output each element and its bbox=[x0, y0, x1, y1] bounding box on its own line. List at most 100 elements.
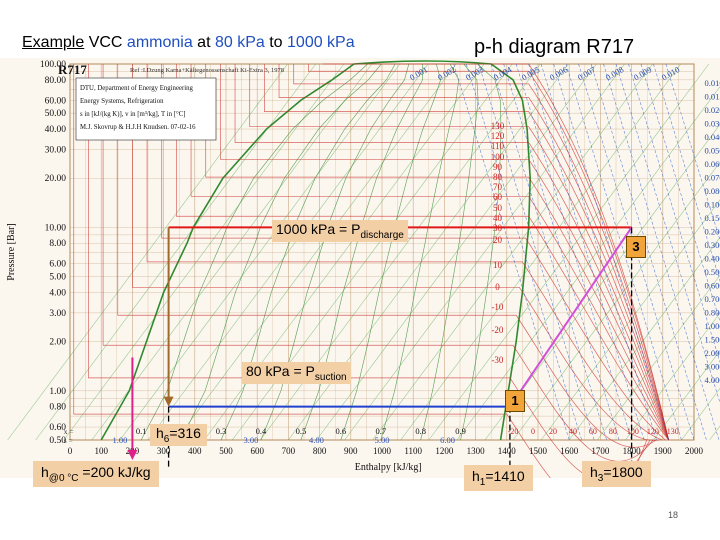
isotherm-label: 70 bbox=[493, 182, 503, 192]
y-tick-label: 20.00 bbox=[45, 174, 67, 184]
isotherm-line bbox=[293, 64, 669, 441]
right-volume-label: 0.700 bbox=[704, 294, 720, 304]
x-tick-label: 100 bbox=[94, 446, 108, 456]
quality-label: 0.5 bbox=[296, 426, 307, 436]
bottom-temp-label: 20 bbox=[549, 427, 557, 436]
entropy-line bbox=[63, 63, 344, 441]
density-line bbox=[528, 63, 645, 441]
right-volume-label: 0.040 bbox=[704, 132, 720, 142]
isotherm-label: 120 bbox=[491, 131, 505, 141]
x-tick-label: 1700 bbox=[591, 446, 610, 456]
right-volume-label: 0.300 bbox=[704, 240, 720, 250]
right-volume-label: 3.000 bbox=[704, 362, 720, 372]
title-middle-3: to bbox=[264, 34, 288, 51]
right-volume-label: 1.500 bbox=[704, 335, 720, 345]
h3-label: h3=1800 bbox=[582, 461, 651, 487]
x-tick-label: 1900 bbox=[654, 446, 673, 456]
isotherm-line bbox=[323, 63, 669, 441]
quality-label: 0.6 bbox=[336, 426, 347, 436]
x-tick-label: 300 bbox=[157, 446, 171, 456]
entropy-line bbox=[147, 63, 429, 441]
compression-line bbox=[509, 226, 633, 408]
h-ref-label: h@0 °C =200 kJ/kg bbox=[33, 461, 159, 487]
isotherm-line bbox=[73, 64, 648, 478]
y-tick-label: 5.00 bbox=[49, 273, 66, 283]
x-tick-label: 600 bbox=[250, 446, 264, 456]
x-tick-label: 1200 bbox=[435, 446, 454, 456]
isotherm-line bbox=[278, 64, 669, 441]
isotherm-label: 100 bbox=[491, 152, 505, 162]
isotherm-line bbox=[102, 64, 654, 462]
bottom-temp-label: 40 bbox=[569, 427, 577, 436]
isotherm-label: 80 bbox=[493, 172, 503, 182]
suction-text: 80 kPa = P bbox=[246, 363, 315, 379]
h3-text: h bbox=[590, 464, 598, 480]
density-line bbox=[453, 63, 570, 441]
density-line bbox=[640, 63, 720, 323]
y-tick-label: 0.60 bbox=[49, 423, 66, 433]
x-tick-label: 1800 bbox=[623, 446, 642, 456]
quality-label: 0.4 bbox=[256, 426, 267, 436]
entropy-line bbox=[540, 199, 720, 441]
h6-label: h6=316 bbox=[150, 424, 207, 446]
entropy-label: 3.00 bbox=[244, 435, 259, 445]
isotherm-line bbox=[220, 64, 669, 441]
density-lines bbox=[453, 63, 720, 441]
refrigerant-code: R717 bbox=[58, 62, 87, 77]
y-tick-label: 0.80 bbox=[49, 403, 66, 413]
entropy-label: 4.00 bbox=[309, 435, 324, 445]
isotherm-line bbox=[308, 64, 669, 441]
density-line bbox=[653, 63, 720, 282]
density-line bbox=[490, 63, 607, 441]
credit-line: DTU, Department of Energy Engineering bbox=[80, 85, 194, 92]
credit-line: Energy Systems, Refrigeration bbox=[80, 98, 164, 105]
title-refrigerant: ammonia bbox=[126, 34, 193, 51]
density-line bbox=[590, 63, 707, 441]
h6-text: h bbox=[156, 425, 164, 441]
quality-label: 0.1 bbox=[136, 426, 147, 436]
x-tick-label: 1000 bbox=[373, 446, 392, 456]
right-volume-label: 2.000 bbox=[704, 348, 720, 358]
right-volume-label: 0.100 bbox=[704, 200, 720, 210]
x-tick-label: 1300 bbox=[467, 446, 486, 456]
right-volume-label: 0.400 bbox=[704, 254, 720, 264]
entropy-line bbox=[484, 123, 720, 441]
y-axis-title: Pressure [Bar] bbox=[6, 223, 17, 280]
info-box bbox=[75, 77, 217, 141]
x-tick-label: 500 bbox=[219, 446, 233, 456]
isotherm-label: 40 bbox=[493, 213, 503, 223]
density-line bbox=[553, 63, 670, 441]
density-line bbox=[503, 63, 620, 441]
right-volume-label: 0.600 bbox=[704, 281, 720, 291]
entropy-line bbox=[568, 237, 720, 441]
right-volume-label: 0.070 bbox=[704, 173, 720, 183]
isotherm-label: -20 bbox=[491, 325, 503, 335]
right-volume-label: 0.010 bbox=[704, 78, 720, 88]
density-line bbox=[540, 63, 657, 441]
isotherm-label: 0 bbox=[495, 282, 500, 292]
h1-sub: 1 bbox=[479, 476, 486, 488]
right-volume-label: 0.030 bbox=[704, 119, 720, 129]
title-middle-1: VCC bbox=[84, 34, 127, 51]
h1-text: h bbox=[472, 468, 480, 484]
credit-line: M.J. Skovrup & H.J.H Knudsen. 07-02-16 bbox=[80, 124, 196, 131]
title-middle-2: at bbox=[192, 34, 215, 51]
right-volume-label: 0.500 bbox=[704, 267, 720, 277]
y-tick-label: 60.00 bbox=[45, 96, 67, 106]
right-volume-label: 0.800 bbox=[704, 308, 720, 318]
h3-value: =1800 bbox=[603, 464, 643, 480]
x-tick-label: 2000 bbox=[685, 446, 704, 456]
x-axis-title: Enthalpy [kJ/kg] bbox=[355, 462, 422, 473]
right-volume-label: 0.200 bbox=[704, 227, 720, 237]
quality-label: 0.9 bbox=[455, 426, 466, 436]
entropy-line bbox=[625, 312, 720, 441]
entropy-label: 5.00 bbox=[375, 435, 390, 445]
slide-title: Example VCC ammonia at 80 kPa to 1000 kP… bbox=[22, 34, 355, 52]
entropy-line bbox=[456, 86, 720, 441]
quality-label: 0.3 bbox=[216, 426, 227, 436]
reference-text: Ref :I.Dzung Karna+Kältegenossenschaft K… bbox=[130, 67, 284, 74]
h-ref-value: =200 kJ/kg bbox=[78, 464, 151, 480]
title-p-low: 80 kPa bbox=[214, 34, 265, 51]
isotherm-line bbox=[264, 64, 669, 441]
entropy-line bbox=[35, 63, 316, 441]
